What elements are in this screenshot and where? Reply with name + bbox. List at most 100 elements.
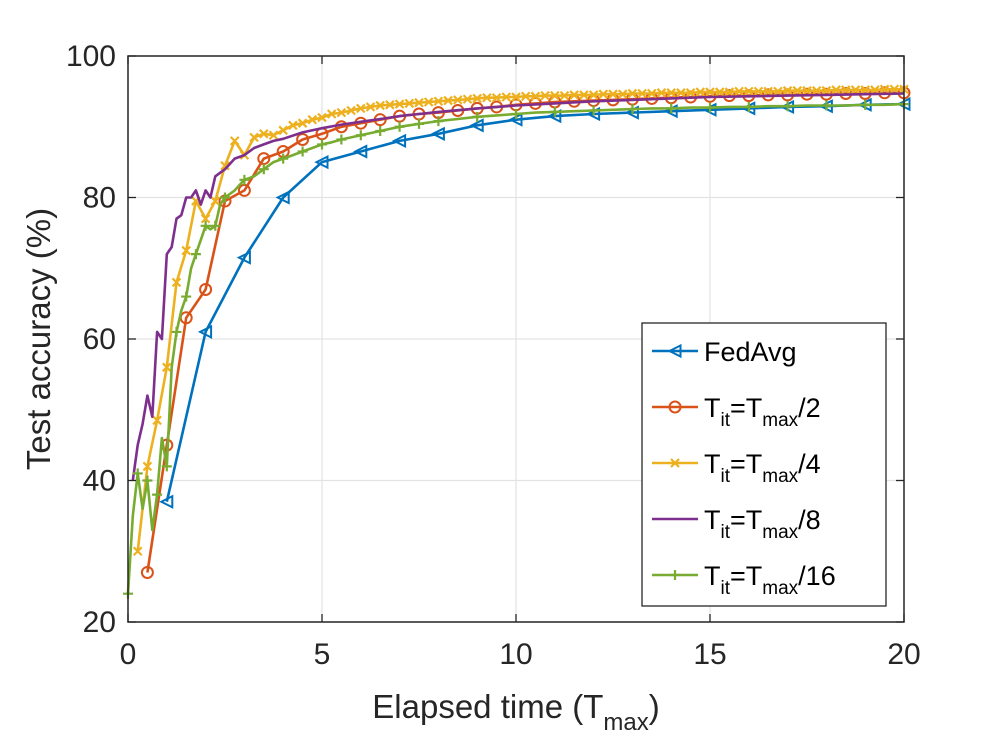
data-point [472, 93, 482, 104]
legend-label-sub: max [762, 522, 798, 543]
data-point [200, 213, 211, 224]
data-point [278, 153, 289, 164]
y-tick-label: 100 [66, 40, 116, 73]
legend-swatch-marker [670, 458, 680, 468]
data-point [773, 86, 783, 97]
data-point [375, 125, 386, 136]
y-tick-label: 60 [83, 323, 116, 356]
x-tick-label: 5 [314, 638, 331, 671]
data-point [695, 87, 706, 97]
legend-label-part: FedAvg [704, 337, 797, 367]
data-point [210, 196, 221, 206]
legend-label-part: =T [730, 449, 762, 479]
legend-label-part: T [704, 449, 721, 479]
data-point [860, 85, 870, 95]
legend-swatch-marker [670, 570, 680, 580]
data-point [220, 192, 230, 203]
data-point [317, 139, 327, 150]
legend-label-sub: it [721, 466, 731, 487]
data-point [744, 86, 754, 97]
data-point [608, 89, 618, 99]
data-point [210, 220, 221, 231]
data-point [782, 85, 793, 96]
legend: FedAvgTit=Tmax/2Tit=Tmax/4Tit=Tmax/8Tit=… [641, 322, 887, 607]
data-point [569, 90, 579, 100]
data-point [288, 120, 298, 131]
x-tick-label: 20 [887, 638, 920, 671]
data-point [181, 291, 192, 302]
legend-label: Tit=Tmax/16 [704, 561, 836, 599]
data-point [579, 90, 589, 100]
data-point [472, 111, 483, 122]
x-tick-label: 0 [120, 638, 137, 671]
data-point [889, 84, 900, 95]
data-point [714, 87, 725, 97]
data-point [482, 92, 492, 103]
data-point [200, 220, 211, 231]
legend-label-part: /2 [798, 393, 821, 423]
data-point [229, 136, 240, 146]
legend-box [641, 322, 887, 607]
data-point [394, 99, 405, 109]
data-point [140, 565, 154, 579]
data-point [142, 475, 153, 486]
series-2 [132, 84, 909, 557]
legend-item: Tit=Tmax/8 [652, 505, 821, 543]
legend-label-sub: max [762, 466, 798, 487]
series-line [126, 102, 905, 594]
data-point [821, 85, 832, 96]
data-point [278, 125, 288, 136]
data-point [743, 101, 754, 112]
data-point [356, 103, 366, 114]
data-point [501, 92, 512, 102]
data-point [199, 282, 213, 296]
data-point [336, 107, 347, 118]
y-tick-label: 20 [83, 606, 116, 639]
data-point [734, 86, 744, 97]
legend-label-part: /4 [798, 449, 821, 479]
x-axis-label-main: Elapsed time (T [372, 688, 603, 725]
data-point [317, 112, 327, 123]
x-axis-label-sub: max [603, 709, 648, 736]
data-point [430, 126, 445, 141]
data-point [511, 92, 521, 102]
data-point [811, 85, 822, 96]
data-point [296, 132, 310, 146]
data-point [763, 86, 773, 97]
data-point [307, 114, 318, 125]
data-point [197, 324, 213, 340]
data-point [220, 160, 230, 171]
data-point [841, 85, 851, 95]
data-point [666, 88, 676, 98]
data-point [353, 144, 368, 159]
legend-swatch-marker [668, 400, 682, 414]
legend-label-part: T [704, 393, 721, 423]
x-axis-label: Elapsed time (Tmax) [372, 688, 659, 736]
tick-labels: 0 5 10 15 20 20 40 60 80 100 [66, 40, 921, 671]
data-point [171, 326, 182, 337]
legend-label-sub: it [721, 410, 731, 431]
legend-label-part: T [704, 505, 721, 535]
data-point [627, 88, 638, 99]
data-point [637, 88, 647, 99]
data-point [249, 132, 259, 143]
data-point [161, 461, 172, 472]
x-axis-label-end: ) [649, 688, 660, 725]
data-point [443, 95, 453, 106]
data-point [559, 90, 570, 101]
data-point [365, 102, 376, 112]
data-point [152, 489, 163, 500]
data-point [530, 91, 541, 102]
data-point [391, 133, 407, 149]
data-point [676, 88, 686, 98]
data-point [666, 103, 677, 114]
data-point [257, 152, 271, 166]
data-point [782, 101, 793, 112]
legend-label-sub: it [721, 522, 731, 543]
data-point [860, 99, 871, 110]
data-point [375, 100, 385, 111]
data-point [433, 116, 444, 127]
y-tick-label: 40 [83, 465, 116, 498]
data-point [753, 86, 764, 97]
